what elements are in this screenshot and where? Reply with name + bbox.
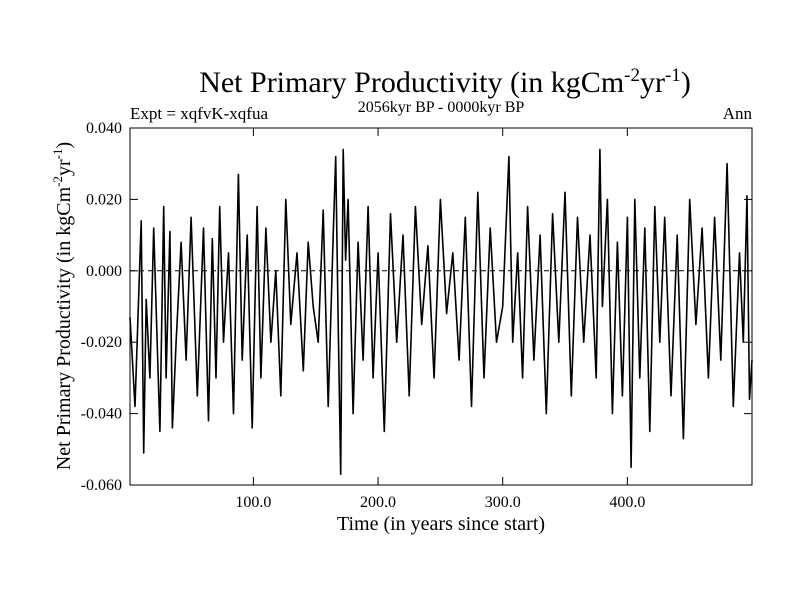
chart-title-sup1: -2: [624, 65, 640, 86]
y-tick-label: 0.020: [86, 191, 122, 208]
x-tick-label: 400.0: [609, 494, 645, 511]
chart-title-base: Net Primary Productivity (in kgCm: [199, 66, 624, 99]
series-line: [129, 148, 753, 476]
x-tick-label: 200.0: [360, 494, 396, 511]
x-tick-label: 100.0: [235, 494, 271, 511]
chart-subtitle: 2056kyr BP - 0000kyr BP: [358, 99, 525, 116]
chart-title-sup2: -1: [665, 65, 681, 86]
chart-title-mid: yr: [640, 66, 665, 99]
x-axis: 100.0 200.0 300.0 400.0: [235, 128, 645, 511]
y-tick-label: -0.020: [81, 334, 122, 351]
chart-title: Net Primary Productivity (in kgCm-2yr-1): [199, 65, 691, 99]
y-label-sup2: -1: [50, 149, 65, 160]
y-label-end: ): [53, 142, 75, 149]
y-axis: 0.040 0.020 0.000 -0.020 -0.040 -0.060: [81, 120, 752, 494]
y-tick-label: 0.000: [86, 263, 122, 280]
chart-title-end: ): [681, 66, 691, 99]
y-tick-label: 0.040: [86, 120, 122, 137]
x-tick-label: 300.0: [485, 494, 521, 511]
y-label-base: Net Primary Productivity (in kgCm: [53, 186, 75, 470]
experiment-label: Expt = xqfvK-xqfua: [130, 104, 268, 123]
plot-frame: [129, 127, 753, 486]
y-tick-label: -0.040: [81, 406, 122, 423]
season-label: Ann: [723, 104, 753, 123]
y-label-mid: yr: [53, 159, 75, 176]
x-axis-label: Time (in years since start): [337, 513, 545, 535]
y-axis-label: Net Primary Productivity (in kgCm-2yr-1): [50, 142, 75, 470]
y-label-sup1: -2: [50, 176, 65, 187]
y-tick-label: -0.060: [81, 477, 122, 494]
